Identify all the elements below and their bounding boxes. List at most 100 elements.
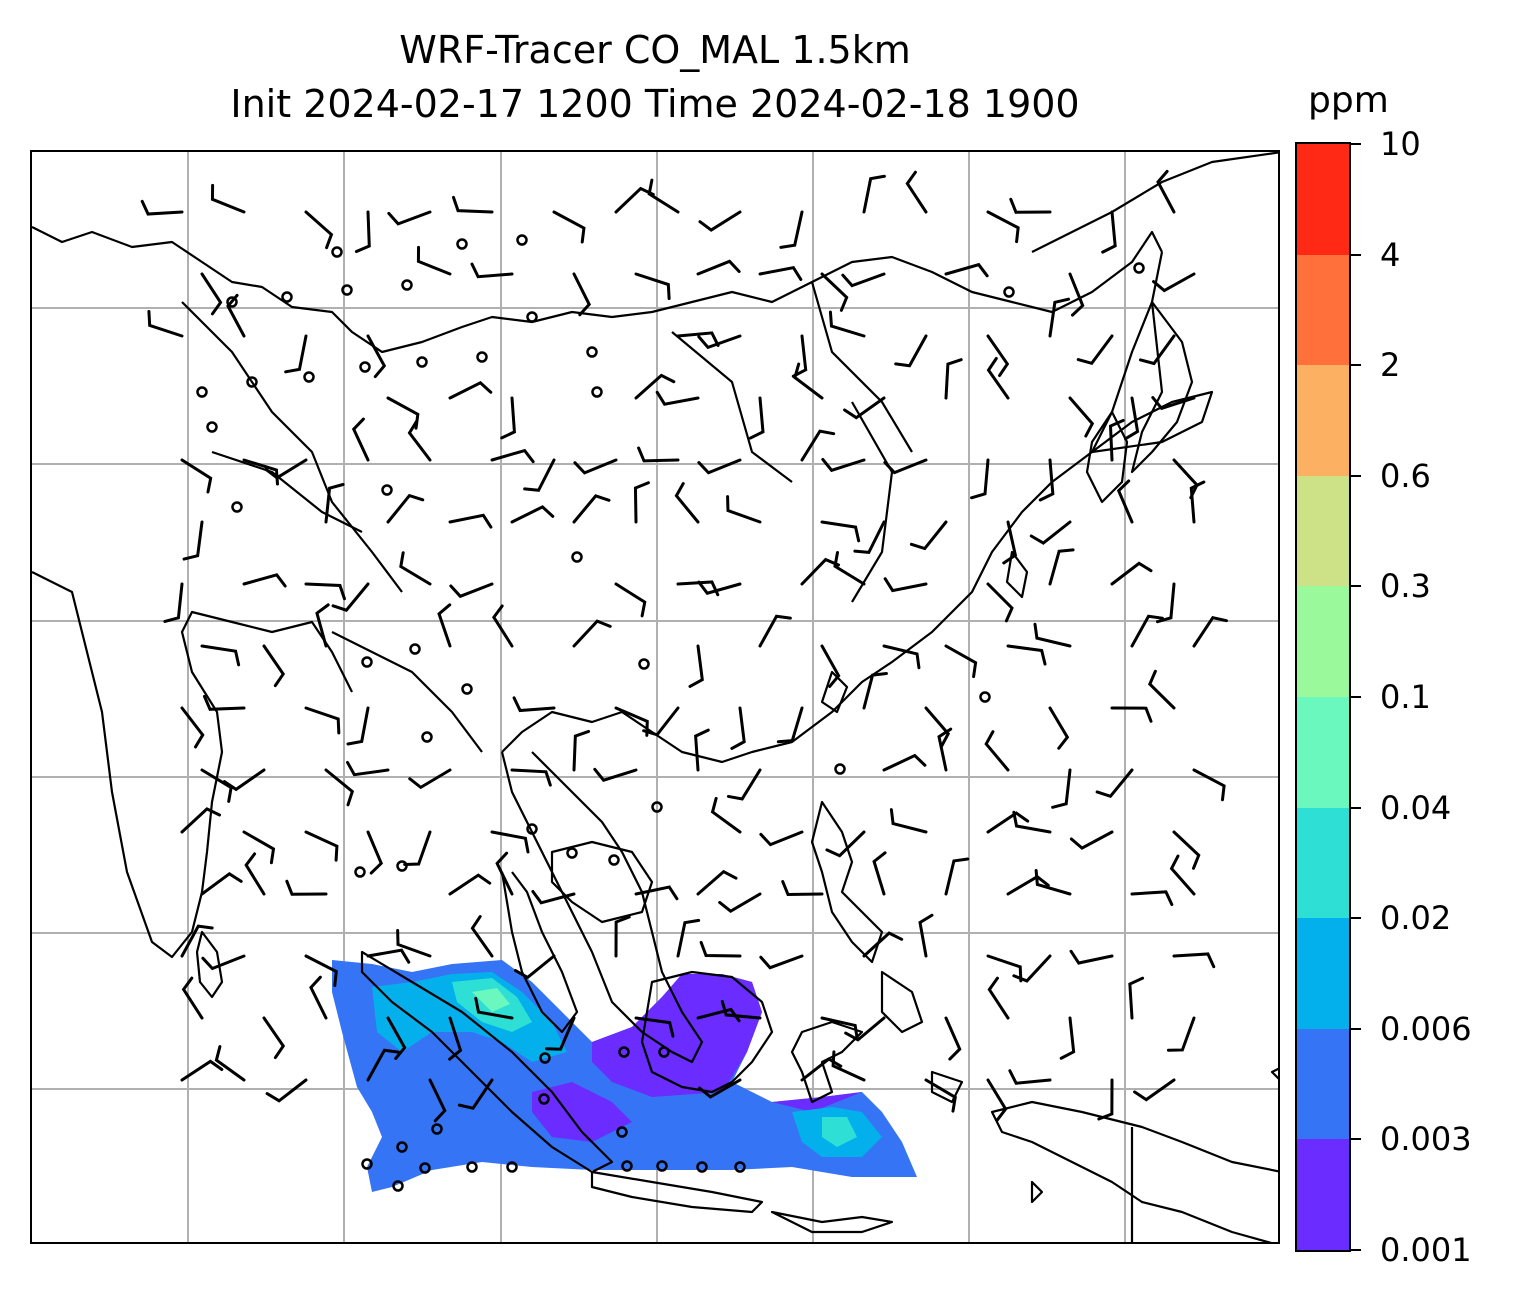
calm-wind-circle: [618, 1046, 630, 1058]
wind-barb: [642, 706, 680, 737]
calm-wind-circle: [396, 860, 408, 872]
calm-wind-circle: [506, 1161, 518, 1173]
wind-barb: [1138, 334, 1176, 366]
wind-barb: [862, 671, 888, 710]
wind-barb: [1166, 1016, 1196, 1052]
wind-barb: [882, 753, 927, 772]
wind-barb: [531, 889, 576, 905]
calm-wind-circle: [246, 376, 258, 388]
wind-barb: [986, 210, 1020, 244]
wind-barb: [572, 272, 592, 317]
wind-barb: [718, 892, 762, 913]
wind-barb: [1169, 854, 1196, 896]
wind-barb: [181, 976, 204, 1020]
calm-wind-circle: [456, 238, 468, 250]
wind-barb: [1172, 830, 1201, 870]
map-title-line2: Init 2024-02-17 1200 Time 2024-02-18 190…: [230, 82, 1080, 126]
calm-wind-circle: [281, 291, 293, 303]
wind-barb: [800, 557, 841, 586]
wind-barb: [210, 183, 246, 214]
wind-barb: [820, 1016, 859, 1041]
wind-barb: [451, 195, 494, 214]
wind-barb: [1133, 1078, 1176, 1102]
colorbar-tick-mark: [1351, 696, 1361, 698]
wind-barb: [448, 1016, 463, 1061]
wind-barb: [1069, 830, 1114, 850]
wind-barb: [970, 458, 990, 500]
calm-wind-circle: [516, 234, 528, 246]
calm-wind-circle: [656, 1160, 668, 1172]
calm-wind-circle: [359, 361, 371, 373]
wind-barb: [1130, 890, 1174, 907]
wind-barb: [403, 830, 432, 866]
colorbar-band: [1297, 254, 1349, 366]
wind-barb: [1156, 169, 1176, 214]
wind-barb: [1110, 706, 1153, 723]
wind-barb: [883, 458, 928, 475]
colorbar-band: [1297, 1139, 1349, 1250]
wind-barb: [593, 767, 638, 782]
wind-barb: [883, 577, 928, 593]
wind-barb: [346, 706, 370, 746]
wind-barb: [1152, 272, 1196, 293]
wind-barb: [924, 706, 951, 748]
colorbar-tick-mark: [1351, 806, 1361, 809]
map-panel: [30, 150, 1280, 1244]
wind-barb: [182, 520, 204, 561]
colorbar-tick-mark: [1351, 917, 1361, 920]
wind-barb: [1059, 1016, 1076, 1060]
wind-barb: [634, 885, 679, 901]
wind-barb: [346, 760, 390, 777]
wind-barb: [1116, 479, 1134, 524]
wind-barb: [366, 334, 387, 379]
wind-barb: [1148, 669, 1176, 710]
wind-barb: [697, 580, 742, 595]
calm-wind-circle: [196, 386, 208, 398]
wind-barb: [366, 948, 411, 964]
wind-barb: [1068, 272, 1085, 317]
colorbar-band: [1297, 365, 1349, 476]
wind-barb: [449, 582, 494, 599]
wind-barb: [1048, 297, 1070, 338]
wind-barb: [1192, 768, 1226, 802]
wind-barb: [986, 334, 1010, 378]
wind-barb: [655, 390, 700, 406]
tracer-fill-mint: [472, 988, 510, 1012]
calm-wind-circle: [586, 346, 598, 358]
wind-barb: [304, 954, 338, 987]
wind-barb: [437, 603, 452, 648]
wind-barb: [688, 644, 704, 688]
colorbar-tick-mark: [1351, 1138, 1361, 1141]
calm-wind-circle: [834, 763, 846, 775]
wind-barb: [416, 245, 452, 276]
wind-barb: [448, 381, 493, 400]
wind-barb: [820, 272, 849, 312]
colorbar-tick-label: 4: [1380, 235, 1401, 274]
wind-barb: [676, 331, 720, 347]
map-title-line1: WRF-Tracer CO_MAL 1.5km: [399, 28, 911, 72]
colorbar-tick-label: 0.006: [1380, 1009, 1472, 1048]
wind-barb: [304, 830, 339, 862]
colorbar-tick-label: 0.04: [1380, 788, 1452, 827]
tracer-fill-teal-b: [822, 1117, 857, 1147]
calm-wind-circle: [638, 658, 650, 670]
wind-barb: [513, 954, 556, 980]
calm-wind-circle: [608, 854, 620, 866]
calm-wind-circle: [361, 656, 373, 668]
wind-barb: [986, 954, 1023, 983]
wind-barb: [201, 954, 246, 971]
tracer-concentration-fill: [332, 960, 917, 1192]
calm-wind-circle: [591, 386, 603, 398]
wind-barb: [944, 1016, 962, 1061]
calm-wind-circle: [616, 1126, 628, 1138]
wind-barb: [1012, 954, 1052, 983]
wind-barb: [647, 178, 680, 214]
calm-wind-circle: [979, 691, 991, 703]
wind-barb: [572, 729, 591, 772]
wind-barb: [354, 210, 371, 254]
calm-wind-circle: [206, 421, 218, 433]
wind-barb: [324, 483, 345, 524]
wind-barb: [470, 915, 494, 958]
wind-barb: [758, 614, 792, 648]
wind-barb: [163, 582, 184, 623]
